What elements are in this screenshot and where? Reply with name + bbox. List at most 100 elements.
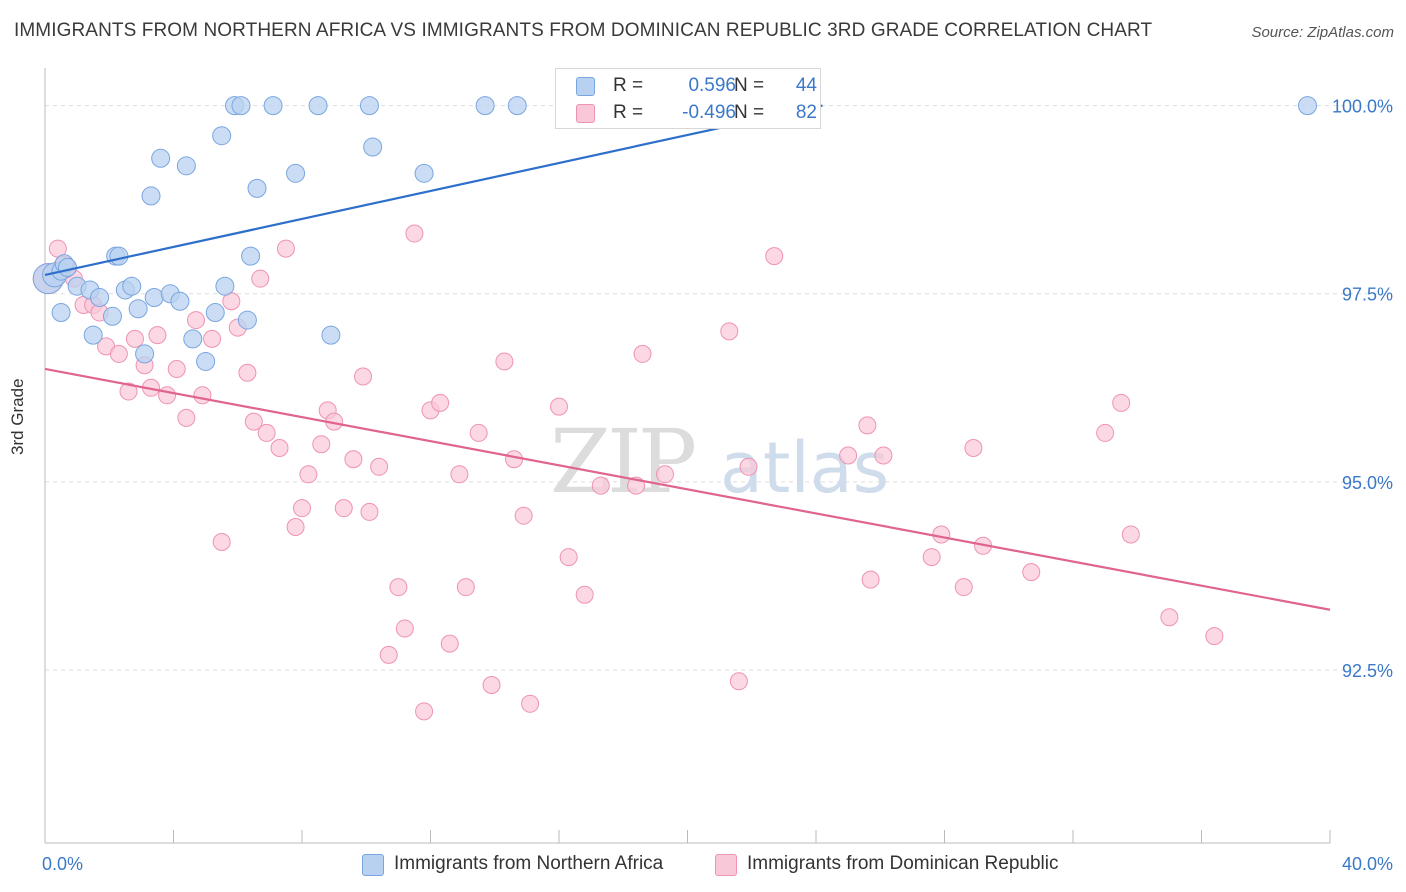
dominican-republic-point: [126, 330, 143, 347]
dominican-republic-point: [551, 398, 568, 415]
dominican-republic-point: [204, 330, 221, 347]
dominican-republic-point: [149, 327, 166, 344]
dominican-republic-point: [1122, 526, 1139, 543]
dominican-republic-point: [361, 503, 378, 520]
northern-africa-point: [309, 97, 327, 115]
dominican-republic-point: [1113, 394, 1130, 411]
northern-africa-point: [264, 97, 282, 115]
n-label: N =: [734, 102, 764, 124]
northern-africa-point: [322, 326, 340, 344]
dominican-republic-point: [470, 424, 487, 441]
dominican-republic-point: [406, 225, 423, 242]
dominican-republic-point: [159, 387, 176, 404]
northern-africa-point: [476, 97, 494, 115]
northern-africa-point: [84, 326, 102, 344]
dominican-republic-trend-line: [45, 369, 1330, 610]
r-value: -0.496: [644, 102, 736, 124]
northern-africa-point: [103, 307, 121, 325]
y-axis-label: 3rd Grade: [8, 378, 28, 455]
dominican-republic-point: [875, 447, 892, 464]
northern-africa-point: [91, 288, 109, 306]
dominican-republic-point: [923, 549, 940, 566]
northern-africa-point: [184, 330, 202, 348]
northern-africa-point: [129, 300, 147, 318]
northern-africa-point: [110, 247, 128, 265]
dominican-republic-point: [355, 368, 372, 385]
tick-labels: 100.0% 97.5% 95.0% 92.5% 0.0% 40.0%: [42, 97, 1393, 874]
northern-africa-point: [136, 345, 154, 363]
northern-africa-point: [242, 247, 260, 265]
dominican-republic-point: [277, 240, 294, 257]
legend-label: Immigrants from Northern Africa: [394, 853, 663, 875]
dominican-republic-point: [294, 500, 311, 517]
northern-africa-point: [364, 138, 382, 156]
dominican-republic-point: [187, 312, 204, 329]
dominican-republic-point: [1097, 424, 1114, 441]
northern-africa-point: [142, 187, 160, 205]
y-tick-label: 97.5%: [1342, 285, 1393, 305]
legend-swatch-blue: [362, 854, 384, 876]
dominican-republic-point: [730, 673, 747, 690]
dominican-republic-point: [496, 353, 513, 370]
dominican-republic-point: [396, 620, 413, 637]
northern-africa-point: [238, 311, 256, 329]
chart-area: ZIP atlas 100.0%97.5%95.0%92.5%0.0% 40.0%: [0, 0, 1406, 892]
dominican-republic-point: [451, 466, 468, 483]
northern-africa-point: [145, 288, 163, 306]
dominican-republic-point: [239, 364, 256, 381]
dominican-republic-point: [721, 323, 738, 340]
dominican-republic-point: [1161, 609, 1178, 626]
northern-africa-point: [58, 258, 76, 276]
watermark: ZIP atlas: [550, 410, 889, 513]
pink-swatch: [576, 104, 595, 123]
dominican-republic-point: [441, 635, 458, 652]
dominican-republic-point: [213, 534, 230, 551]
y-tick-label: 100.0%: [1332, 97, 1393, 117]
dominican-republic-point: [859, 417, 876, 434]
dominican-republic-point: [1023, 564, 1040, 581]
dominican-republic-point: [965, 439, 982, 456]
dominican-republic-point: [457, 579, 474, 596]
legend-label: Immigrants from Dominican Republic: [747, 853, 1059, 875]
legend-swatch-pink: [715, 854, 737, 876]
dominican-republic-point: [252, 270, 269, 287]
northern-africa-point: [216, 277, 234, 295]
dominican-republic-point: [576, 586, 593, 603]
r-label: R =: [613, 102, 643, 124]
dominican-republic-point: [390, 579, 407, 596]
northern-africa-point: [508, 97, 526, 115]
northern-africa-point: [232, 97, 250, 115]
grid-lines: [45, 106, 1392, 670]
northern-africa-point: [206, 304, 224, 322]
correlation-stats-box: R = 0.596 N = 44 R = -0.496 N = 82: [555, 68, 821, 129]
northern-africa-point: [52, 304, 70, 322]
dominican-republic-point: [168, 360, 185, 377]
watermark-zip: ZIP: [550, 410, 695, 513]
dominican-republic-point: [740, 458, 757, 475]
dominican-republic-point: [560, 549, 577, 566]
chart-legend: Immigrants from Northern Africa Immigran…: [0, 852, 1406, 878]
northern-africa-point: [152, 149, 170, 167]
dominican-republic-point: [416, 703, 433, 720]
n-value: 44: [767, 75, 817, 97]
northern-africa-point: [171, 292, 189, 310]
dominican-republic-point: [592, 477, 609, 494]
r-value: 0.596: [644, 75, 736, 97]
northern-africa-point: [248, 179, 266, 197]
dominican-republic-point: [380, 646, 397, 663]
northern-africa-point: [1299, 97, 1317, 115]
y-tick-label: 95.0%: [1342, 473, 1393, 493]
dominican-republic-point: [506, 451, 523, 468]
dominican-republic-point: [955, 579, 972, 596]
dominican-republic-point: [522, 695, 539, 712]
dominican-republic-point: [178, 409, 195, 426]
northern-africa-point: [287, 164, 305, 182]
northern-africa-point: [177, 157, 195, 175]
dominican-republic-point: [313, 436, 330, 453]
northern-africa-point: [197, 352, 215, 370]
dominican-republic-point: [432, 394, 449, 411]
dominican-republic-point: [766, 248, 783, 265]
dominican-republic-point: [483, 676, 500, 693]
dominican-republic-point: [1206, 628, 1223, 645]
r-label: R =: [613, 75, 643, 97]
